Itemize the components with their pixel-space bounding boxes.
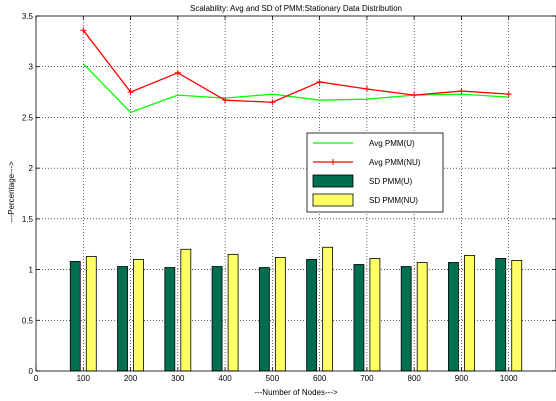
plus-marker	[80, 27, 87, 34]
plus-marker	[174, 69, 181, 76]
axes-frame	[35, 15, 556, 372]
bar-sd-pmm-nu-	[133, 259, 144, 372]
bar-sd-pmm-u-	[258, 267, 270, 372]
legend: Avg PMM(U) Avg PMM(NU) SD PMM(U) SD PMM(NU)	[306, 132, 444, 213]
bar-sd-pmm-u-	[495, 258, 507, 372]
plus-marker	[127, 89, 134, 96]
line-avg-pmm-u-	[82, 63, 509, 114]
bar-sd-pmm-u-	[164, 267, 176, 372]
legend-swatch-sd-pmm-u-	[312, 174, 354, 188]
plot-background	[36, 16, 556, 371]
bar-sd-pmm-nu-	[511, 260, 523, 372]
y-tick-label: 0.5	[22, 316, 34, 325]
bar-sd-pmm-nu-	[227, 253, 239, 372]
legend-marker-avg-pmm-nu-	[330, 159, 336, 165]
y-tick-label: 1	[29, 266, 34, 275]
bar-sd-pmm-u-	[211, 266, 223, 372]
plot-area: 0 0.5 1 1.5 2 2.5 3 3.5 0 100 200 300 400 500 600 700 80…	[22, 12, 556, 383]
plus-marker	[269, 99, 276, 106]
x-tick-label: 100	[77, 374, 91, 383]
bar-sd-pmm-nu-	[369, 258, 381, 372]
x-axis-label: ---Number of Nodes--->	[254, 388, 338, 397]
y-tick-label: 2	[29, 164, 34, 173]
legend-swatch-sd-pmm-nu-	[312, 193, 354, 207]
x-tick-label: 600	[313, 374, 327, 383]
legend-label-avg-pmm-u-: Avg PMM(U)	[369, 139, 415, 148]
bar-sd-pmm-nu-	[464, 254, 475, 372]
x-tick-label: 200	[124, 374, 138, 383]
bar-sd-pmm-nu-	[416, 262, 428, 372]
bar-sd-pmm-u-	[69, 261, 81, 372]
bar-sd-pmm-u-	[448, 262, 459, 372]
x-tick-label: 500	[266, 374, 280, 383]
bar-sd-pmm-u-	[400, 266, 412, 372]
bar-sd-pmm-nu-	[180, 248, 192, 372]
bar-sd-pmm-u-	[306, 259, 318, 372]
y-tick-label: 0	[29, 367, 34, 376]
x-tick-label: 1000	[500, 374, 518, 383]
x-tick-label: 300	[171, 374, 185, 383]
x-tick-label: 700	[360, 374, 374, 383]
bar-sd-pmm-nu-	[322, 246, 334, 372]
plus-marker	[505, 91, 512, 98]
line-avg-pmm-nu-	[82, 29, 509, 103]
bar-sd-pmm-nu-	[85, 255, 97, 372]
x-tick-label: 900	[455, 374, 469, 383]
plus-marker	[458, 88, 465, 95]
y-tick-label: 1.5	[22, 215, 34, 224]
bar-sd-pmm-u-	[353, 264, 365, 372]
legend-label-sd-pmm-nu-: SD PMM(NU)	[369, 196, 418, 205]
y-tick-label: 3.5	[22, 12, 34, 21]
legend-label-sd-pmm-u-: SD PMM(U)	[369, 177, 412, 186]
chart-title: Scalability: Avg and SD of PMM:Stationar…	[190, 4, 402, 13]
plus-marker	[222, 97, 229, 104]
x-tick-label: 800	[408, 374, 422, 383]
x-tick-label: 0	[34, 374, 39, 383]
bar-sd-pmm-nu-	[274, 256, 286, 372]
plus-marker	[411, 92, 418, 99]
y-axis-label: ---Percentage--->	[7, 161, 16, 223]
y-tick-label: 2.5	[22, 113, 34, 122]
plus-marker	[316, 78, 323, 85]
plus-marker	[363, 86, 370, 93]
bar-sd-pmm-u-	[117, 266, 128, 372]
legend-label-avg-pmm-nu-: Avg PMM(NU)	[369, 158, 421, 167]
x-tick-label: 400	[218, 374, 232, 383]
y-tick-label: 3	[29, 63, 34, 72]
